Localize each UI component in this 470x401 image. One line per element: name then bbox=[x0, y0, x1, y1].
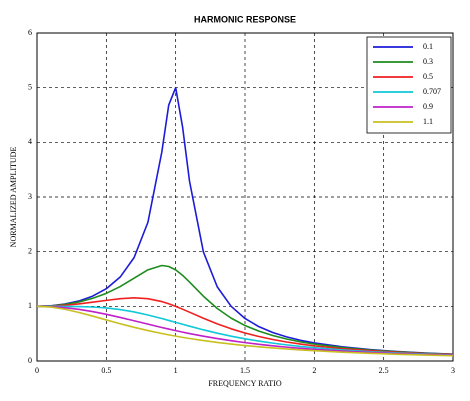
legend-label: 1.1 bbox=[423, 117, 433, 126]
x-tick-label: 2.5 bbox=[379, 366, 389, 375]
x-tick-label: 0.5 bbox=[101, 366, 111, 375]
series-line bbox=[36, 305, 454, 357]
y-tick-label: 5 bbox=[28, 82, 32, 91]
x-tick-label: 1 bbox=[174, 366, 178, 375]
series-line bbox=[37, 305, 454, 356]
x-tick-label: 0 bbox=[35, 366, 39, 375]
y-tick-label: 2 bbox=[28, 246, 32, 255]
plot-frame bbox=[36, 32, 454, 362]
x-tick-label: 3 bbox=[451, 366, 455, 375]
series-line bbox=[36, 305, 454, 357]
y-tick-label: 4 bbox=[28, 137, 32, 146]
legend-label: 0.707 bbox=[423, 87, 441, 96]
x-tick-label: 2 bbox=[312, 366, 316, 375]
legend-label: 0.1 bbox=[423, 42, 433, 51]
chart-title: HARMONIC RESPONSE bbox=[194, 14, 296, 24]
y-tick-label: 6 bbox=[28, 28, 32, 37]
x-tick-label: 1.5 bbox=[240, 366, 250, 375]
y-tick-label: 0 bbox=[28, 356, 32, 365]
x-axis-label: FREQUENCY RATIO bbox=[208, 379, 281, 388]
legend-label: 0.9 bbox=[423, 102, 433, 111]
series-line bbox=[36, 297, 454, 356]
legend-label: 0.3 bbox=[423, 57, 433, 66]
series-line bbox=[36, 264, 454, 356]
y-tick-label: 1 bbox=[28, 301, 32, 310]
series-line bbox=[36, 86, 454, 355]
y-axis-label: NORMALIZED AMPLITUDE bbox=[9, 147, 18, 248]
y-tick-label: 3 bbox=[28, 192, 32, 201]
legend-label: 0.5 bbox=[423, 72, 433, 81]
legend-box bbox=[366, 36, 452, 134]
